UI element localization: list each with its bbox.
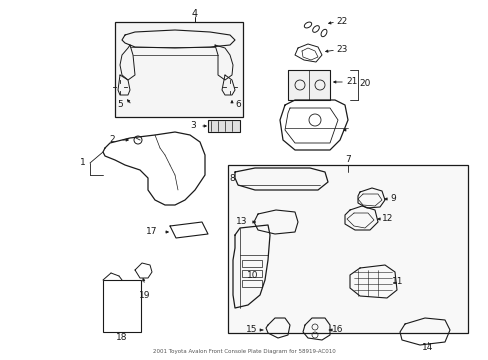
Text: 8: 8 — [229, 175, 234, 184]
Text: 14: 14 — [422, 343, 433, 352]
Bar — [287, 70, 329, 100]
Text: 12: 12 — [382, 215, 393, 224]
Bar — [103, 280, 141, 332]
Text: 7: 7 — [345, 156, 350, 165]
Text: 6: 6 — [235, 100, 241, 109]
Bar — [242, 280, 262, 287]
Text: 2001 Toyota Avalon Front Console Plate Diagram for 58919-AC010: 2001 Toyota Avalon Front Console Plate D… — [153, 349, 335, 354]
Text: 5: 5 — [117, 100, 122, 109]
Text: 19: 19 — [139, 291, 150, 300]
Text: 3: 3 — [190, 121, 196, 130]
Bar — [227, 165, 467, 333]
Text: 4: 4 — [192, 9, 198, 19]
Text: 23: 23 — [336, 45, 347, 54]
Text: 17: 17 — [146, 228, 158, 237]
Text: 16: 16 — [331, 325, 343, 334]
Text: 21: 21 — [346, 77, 357, 86]
Text: 10: 10 — [247, 270, 258, 279]
Text: 2: 2 — [109, 135, 115, 144]
Bar — [242, 270, 262, 277]
Text: 20: 20 — [359, 78, 370, 87]
Bar — [242, 260, 262, 267]
Text: 18: 18 — [116, 333, 127, 342]
Text: 11: 11 — [391, 278, 403, 287]
Text: 1: 1 — [80, 158, 86, 167]
Bar — [207, 120, 240, 132]
Bar — [115, 22, 243, 117]
Text: 15: 15 — [246, 325, 257, 334]
Text: 13: 13 — [236, 217, 247, 226]
Text: 9: 9 — [389, 194, 395, 203]
Text: 22: 22 — [336, 18, 347, 27]
